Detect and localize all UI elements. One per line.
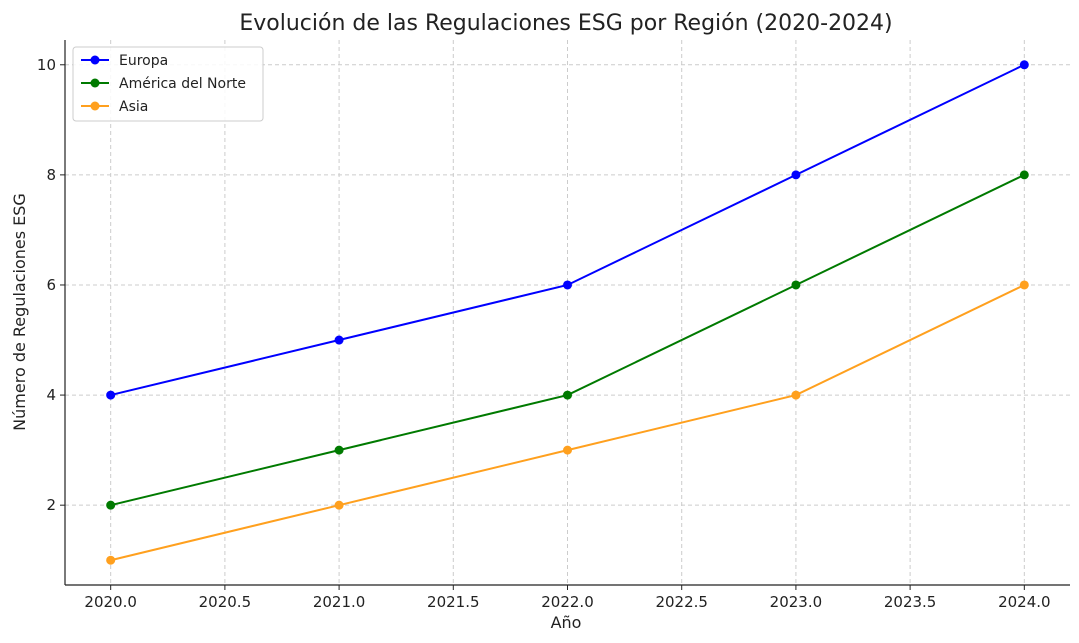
x-tick-label: 2021.5 — [427, 593, 480, 611]
x-tick-label: 2020.5 — [199, 593, 252, 611]
data-point-europa — [563, 280, 572, 290]
legend-label-europa: Europa — [119, 53, 168, 69]
data-point-asia — [563, 445, 572, 455]
legend-marker-europa — [90, 55, 100, 65]
data-point-europa — [1019, 60, 1029, 70]
data-point-asia — [106, 555, 116, 565]
data-point-america-del-norte — [106, 500, 116, 510]
x-tick-label: 2024.0 — [998, 593, 1051, 611]
data-point-asia — [334, 500, 344, 510]
legend-marker-america-del-norte — [90, 78, 100, 88]
x-tick-label: 2022.0 — [541, 593, 594, 611]
x-tick-label: 2021.0 — [313, 593, 366, 611]
y-ticks: 2 4 6 8 10 — [37, 56, 65, 514]
y-tick-label: 10 — [37, 56, 56, 74]
y-tick-label: 6 — [46, 276, 56, 294]
chart-title: Evolución de las Regulaciones ESG por Re… — [239, 11, 892, 36]
data-point-america-del-norte — [791, 280, 801, 290]
data-point-america-del-norte — [563, 390, 572, 400]
data-point-asia — [791, 390, 801, 400]
data-point-america-del-norte — [1019, 170, 1029, 180]
x-tick-label: 2022.5 — [655, 593, 708, 611]
y-tick-label: 8 — [46, 166, 56, 184]
x-tick-label: 2023.0 — [770, 593, 823, 611]
y-tick-label: 2 — [46, 496, 56, 514]
legend-box — [72, 46, 264, 122]
x-tick-label: 2023.5 — [884, 593, 937, 611]
data-point-europa — [791, 170, 801, 180]
legend-label-asia: Asia — [119, 99, 148, 115]
x-ticks: 2020.0 2020.5 2021.0 2021.5 2022.0 2022.5 2023… — [84, 585, 1051, 611]
grid — [65, 40, 1070, 585]
series-group — [106, 60, 1029, 565]
y-tick-label: 4 — [46, 386, 56, 404]
x-axis-label: Año — [551, 613, 582, 632]
data-point-asia — [1019, 280, 1029, 290]
legend-label-america-del-norte: América del Norte — [119, 76, 246, 92]
data-point-europa — [106, 390, 116, 400]
data-point-europa — [334, 335, 344, 345]
legend-marker-asia — [90, 101, 100, 111]
y-axis-label: Número de Regulaciones ESG — [10, 193, 29, 431]
data-point-america-del-norte — [334, 445, 344, 455]
legend: Europa América del Norte Asia — [72, 46, 264, 122]
x-tick-label: 2020.0 — [84, 593, 137, 611]
